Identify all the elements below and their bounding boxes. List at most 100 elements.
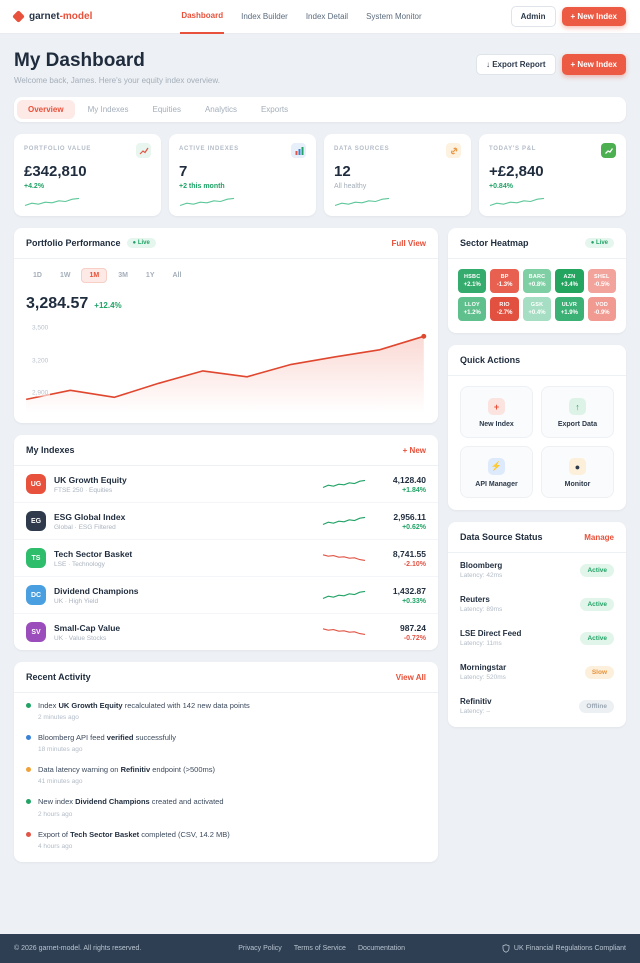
range-1d[interactable]: 1D — [33, 272, 42, 279]
nav-item-dashboard[interactable]: Dashboard — [180, 0, 225, 34]
range-all[interactable]: All — [172, 272, 182, 279]
heatmap-tile-hsbc[interactable]: HSBC +2.1% — [458, 269, 487, 293]
footer-link-documentation[interactable]: Documentation — [357, 944, 406, 952]
full-view-link[interactable]: Full View — [391, 238, 426, 248]
sparkline — [179, 197, 235, 207]
y-axis-tick: 3,500 — [30, 324, 51, 332]
stat-value: £342,810 — [24, 163, 87, 180]
activity-item: Bloomberg API feed verified successfully… — [14, 725, 438, 757]
source-latency: Latency: 11ms — [460, 640, 502, 647]
range-1y[interactable]: 1Y — [145, 272, 155, 279]
download-icon: ↓ — [485, 60, 490, 69]
quick-action-monitor[interactable]: ● Monitor — [541, 446, 614, 498]
index-row-small-cap-value[interactable]: SV Small-Cap Value UK · Value Stocks 987… — [14, 614, 438, 650]
left-column: Portfolio Performance ● Live Full View 1… — [14, 228, 438, 862]
stat-card-todays-pnl[interactable]: TODAY'S P&L +£2,840 +0.84% — [479, 134, 626, 216]
view-all-link[interactable]: View All — [395, 672, 426, 682]
index-row-dividend-champions[interactable]: DC Dividend Champions UK · High Yield 1,… — [14, 577, 438, 614]
heatmap-tile-bp[interactable]: BP -1.3% — [490, 269, 519, 293]
index-name: ESG Global Index — [54, 511, 126, 522]
new-index-button-hero[interactable]: + New Index — [561, 54, 626, 75]
activity-text: Data latency warning on Refinitiv endpoi… — [38, 765, 215, 775]
tab-exports[interactable]: Exports — [260, 105, 289, 114]
index-meta: UK · Value Stocks — [54, 634, 107, 642]
index-row-esg-global-index[interactable]: EG ESG Global Index Global · ESG Filtere… — [14, 503, 438, 540]
quick-actions-card: Quick Actions + New Index ↑ Export Data … — [448, 345, 626, 510]
status-dot — [26, 831, 31, 837]
range-1m[interactable]: 1M — [81, 268, 108, 283]
dashboard-tabs: Overview My Indexes Equities Analytics E… — [14, 97, 626, 122]
brand-name: garnet-model — [29, 11, 93, 22]
nav-item-index-builder[interactable]: Index Builder — [241, 11, 288, 21]
export-report-button[interactable]: ↓ Export Report — [475, 54, 556, 75]
quick-action-api-manager[interactable]: ⚡ API Manager — [460, 446, 533, 498]
index-row-tech-sector-basket[interactable]: TS Tech Sector Basket LSE · Technology 8… — [14, 540, 438, 577]
source-latency: Latency: – — [460, 708, 490, 715]
sparkline — [322, 628, 366, 635]
stat-delta: +4.2% — [24, 183, 45, 190]
source-name: Morningstar — [460, 663, 507, 672]
stat-cards: PORTFOLIO VALUE £342,810 +4.2% ACTIVE IN… — [14, 134, 626, 216]
lightning-bolt-icon: ⚡ — [488, 458, 505, 475]
heatmap-tile-rio[interactable]: RIO -2.7% — [490, 297, 519, 321]
nav-item-index-detail[interactable]: Index Detail — [305, 11, 349, 21]
footer-link-privacy-policy[interactable]: Privacy Policy — [238, 944, 282, 952]
stat-value: 7 — [179, 163, 188, 180]
avatar: TS — [26, 548, 46, 568]
heatmap-tile-barc[interactable]: BARC +0.8% — [522, 269, 552, 293]
live-badge: ● Live — [126, 238, 156, 248]
performance-chart: 3,500 3,200 2,900 — [22, 321, 430, 413]
stat-card-data-sources[interactable]: DATA SOURCES 12 All healthy — [324, 134, 471, 216]
tab-equities[interactable]: Equities — [152, 105, 181, 114]
tab-overview[interactable]: Overview — [17, 100, 75, 119]
index-change: +0.33% — [402, 597, 426, 605]
heatmap-tile-shel[interactable]: SHEL -0.5% — [587, 269, 616, 293]
range-3m[interactable]: 3M — [118, 272, 128, 279]
page-subtitle: Welcome back, James. Here's your equity … — [14, 76, 220, 85]
source-name: Refinitiv — [460, 697, 492, 706]
heatmap-tile-lloy[interactable]: LLOY +1.2% — [458, 297, 487, 321]
my-indexes-title: My Indexes — [26, 445, 75, 455]
profit-chart-icon — [601, 143, 616, 158]
index-change: +0.62% — [402, 523, 426, 531]
admin-button[interactable]: Admin — [510, 6, 556, 27]
range-1w[interactable]: 1W — [59, 272, 71, 279]
new-index-link[interactable]: + New — [402, 445, 426, 455]
data-source-status-title: Data Source Status — [460, 532, 543, 542]
index-value: 2,956.11 — [393, 511, 426, 522]
heatmap-tile-vod[interactable]: VOD -0.9% — [587, 297, 616, 321]
data-source-row-refinitiv: Refinitiv Latency: – Offline — [448, 689, 626, 727]
sparkline — [322, 516, 366, 526]
activity-time: 4 hours ago — [38, 842, 73, 850]
stat-card-active-indexes[interactable]: ACTIVE INDEXES 7 +2 this month — [169, 134, 316, 216]
tab-analytics[interactable]: Analytics — [204, 105, 237, 114]
stat-card-portfolio-value[interactable]: PORTFOLIO VALUE £342,810 +4.2% — [14, 134, 161, 216]
nav-item-system-monitor[interactable]: System Monitor — [366, 11, 422, 21]
source-latency: Latency: 42ms — [460, 572, 503, 579]
link-icon — [446, 143, 461, 158]
new-index-button-header[interactable]: + New Index — [561, 7, 626, 26]
heatmap-tile-azn[interactable]: AZN +3.4% — [555, 269, 584, 293]
index-meta: FTSE 250 · Equities — [54, 486, 113, 494]
app-header: garnet-model Dashboard Index Builder Ind… — [0, 0, 640, 34]
brand-logo[interactable]: garnet-model — [12, 10, 93, 23]
index-meta: LSE · Technology — [54, 560, 105, 568]
quick-action-export-data[interactable]: ↑ Export Data — [541, 386, 614, 438]
activity-item: Data latency warning on Refinitiv endpoi… — [14, 757, 438, 789]
performance-delta: +12.4% — [94, 301, 122, 310]
status-badge: Active — [580, 563, 614, 577]
footer-link-terms-of-service[interactable]: Terms of Service — [293, 944, 346, 952]
recent-activity-card: Recent Activity View All Index UK Growth… — [14, 662, 438, 862]
live-badge: ● Live — [584, 238, 614, 248]
manage-link[interactable]: Manage — [584, 532, 614, 542]
tab-my-indexes[interactable]: My Indexes — [87, 105, 129, 114]
quick-action-new-index[interactable]: + New Index — [460, 386, 533, 438]
trend-line-icon — [136, 143, 151, 158]
source-latency: Latency: 89ms — [460, 606, 503, 613]
index-row-uk-growth-equity[interactable]: UG UK Growth Equity FTSE 250 · Equities … — [14, 466, 438, 503]
index-change: +1.84% — [402, 486, 426, 494]
heatmap-tile-gsk[interactable]: GSK +0.4% — [522, 297, 552, 321]
heatmap-tile-ulvr[interactable]: ULVR +1.9% — [555, 297, 584, 321]
index-name: UK Growth Equity — [54, 474, 127, 485]
recent-activity-title: Recent Activity — [26, 672, 91, 682]
